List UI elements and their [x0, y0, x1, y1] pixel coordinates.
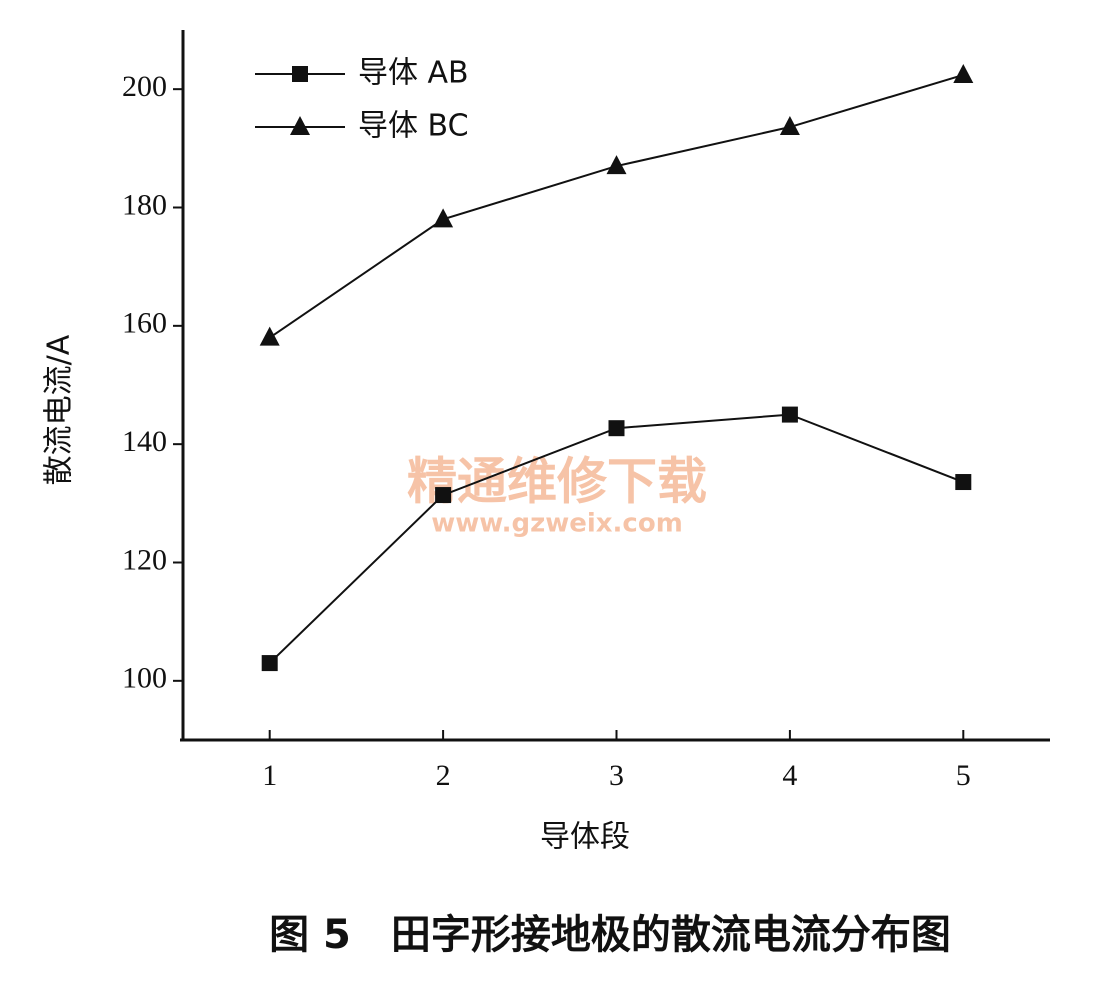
- x-tick-label: 4: [782, 759, 797, 792]
- y-tick-label: 180: [122, 188, 167, 221]
- watermark: 精通维修下载: [407, 453, 707, 511]
- marker: [953, 63, 974, 83]
- x-tick-label: 5: [956, 759, 971, 792]
- marker: [290, 116, 310, 135]
- marker: [292, 66, 308, 82]
- marker: [608, 420, 625, 437]
- y-tick-label: 120: [122, 543, 167, 576]
- caption: 图 5 田字形接地极的散流电流分布图: [269, 912, 951, 958]
- y-tick-label: 200: [122, 70, 167, 103]
- marker: [955, 474, 972, 491]
- legend-item: 导体 BC: [255, 109, 469, 144]
- legend-item: 导体 AB: [255, 56, 469, 91]
- legend-label: 导体 BC: [358, 109, 469, 144]
- x-tick-label: 3: [609, 759, 624, 792]
- marker: [781, 406, 798, 423]
- watermark: www.gzweix.com: [431, 509, 683, 539]
- y-tick-label: 160: [122, 307, 167, 340]
- marker: [433, 208, 454, 228]
- y-tick-label: 100: [122, 662, 167, 695]
- x-tick-label: 1: [262, 759, 277, 792]
- x-axis-label: 导体段: [540, 820, 630, 855]
- y-axis-label: 散流电流/A: [42, 334, 77, 485]
- legend-label: 导体 AB: [358, 56, 469, 91]
- marker: [261, 655, 278, 672]
- x-tick-label: 2: [436, 759, 451, 792]
- y-tick-label: 140: [122, 425, 167, 458]
- marker: [259, 326, 280, 346]
- marker: [606, 155, 627, 175]
- marker: [435, 487, 452, 504]
- marker: [779, 116, 800, 136]
